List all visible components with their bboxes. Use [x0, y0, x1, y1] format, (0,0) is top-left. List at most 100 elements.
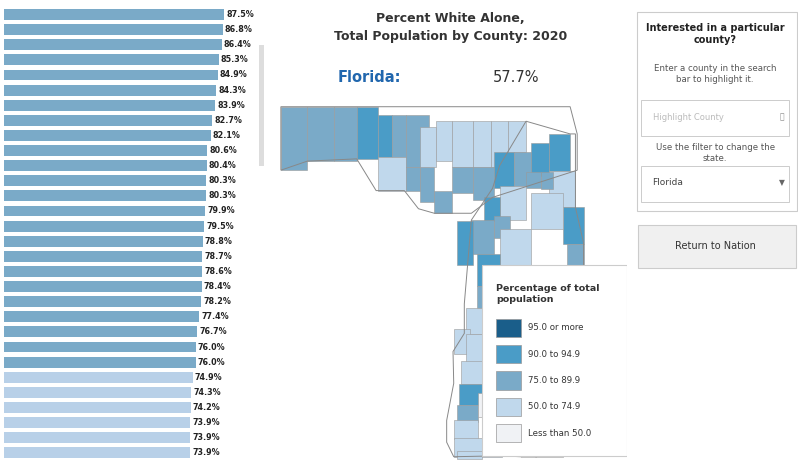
- Text: 74.9%: 74.9%: [194, 373, 222, 382]
- Text: 78.2%: 78.2%: [203, 297, 231, 306]
- FancyBboxPatch shape: [454, 420, 478, 438]
- FancyBboxPatch shape: [420, 127, 436, 166]
- Text: 73.9%: 73.9%: [192, 433, 220, 442]
- Text: 84.9%: 84.9%: [220, 71, 248, 80]
- Bar: [4, 387, 191, 398]
- FancyBboxPatch shape: [490, 270, 510, 306]
- FancyBboxPatch shape: [518, 346, 549, 377]
- FancyBboxPatch shape: [531, 375, 556, 395]
- FancyBboxPatch shape: [478, 393, 498, 417]
- Text: 80.3%: 80.3%: [208, 176, 236, 185]
- FancyBboxPatch shape: [535, 441, 563, 457]
- Bar: [4, 402, 191, 413]
- Text: 78.8%: 78.8%: [205, 237, 233, 246]
- FancyBboxPatch shape: [486, 306, 518, 355]
- FancyBboxPatch shape: [454, 329, 470, 354]
- Text: 75.0 to 89.9: 75.0 to 89.9: [528, 376, 580, 385]
- Text: Percent White Alone,
Total Population by County: 2020: Percent White Alone, Total Population by…: [334, 12, 567, 42]
- FancyBboxPatch shape: [638, 225, 796, 268]
- Bar: [4, 100, 215, 111]
- Text: 🔍: 🔍: [779, 113, 784, 122]
- FancyBboxPatch shape: [458, 221, 473, 266]
- FancyBboxPatch shape: [466, 334, 496, 361]
- FancyBboxPatch shape: [477, 254, 499, 286]
- Bar: [4, 432, 190, 443]
- Bar: [496, 424, 521, 442]
- FancyBboxPatch shape: [490, 121, 509, 166]
- Bar: [4, 115, 212, 126]
- Text: 87.5%: 87.5%: [226, 10, 254, 19]
- Text: 79.9%: 79.9%: [207, 206, 235, 215]
- Text: 57.7%: 57.7%: [493, 70, 539, 85]
- Bar: [4, 251, 202, 262]
- FancyBboxPatch shape: [553, 270, 583, 299]
- Text: 90.0 to 94.9: 90.0 to 94.9: [528, 350, 580, 359]
- Text: Percentage of total
population: Percentage of total population: [496, 284, 599, 304]
- FancyBboxPatch shape: [378, 115, 392, 158]
- FancyBboxPatch shape: [566, 244, 583, 270]
- Text: 80.3%: 80.3%: [208, 192, 236, 200]
- Text: Florida counties: Florida counties: [0, 0, 94, 1]
- FancyBboxPatch shape: [357, 107, 378, 159]
- Text: 78.6%: 78.6%: [204, 267, 232, 276]
- Text: 95.0 or more: 95.0 or more: [528, 324, 583, 332]
- FancyBboxPatch shape: [406, 115, 429, 166]
- FancyBboxPatch shape: [420, 166, 434, 202]
- Text: 86.8%: 86.8%: [225, 25, 253, 34]
- Text: 79.5%: 79.5%: [206, 222, 234, 231]
- Bar: [4, 221, 204, 232]
- Bar: [4, 130, 211, 141]
- Bar: [496, 372, 521, 390]
- Bar: [4, 266, 202, 277]
- Bar: [496, 319, 521, 337]
- Text: Interested in a particular
county?: Interested in a particular county?: [646, 23, 785, 45]
- FancyBboxPatch shape: [556, 379, 574, 400]
- FancyBboxPatch shape: [556, 356, 575, 379]
- FancyBboxPatch shape: [521, 311, 549, 348]
- FancyBboxPatch shape: [406, 166, 420, 191]
- Bar: [4, 54, 219, 65]
- Bar: [4, 342, 195, 352]
- FancyBboxPatch shape: [526, 172, 541, 188]
- FancyBboxPatch shape: [436, 121, 452, 161]
- Bar: [4, 175, 206, 186]
- Text: 76.0%: 76.0%: [198, 343, 225, 352]
- Text: 73.9%: 73.9%: [192, 418, 220, 427]
- Text: 84.3%: 84.3%: [218, 86, 246, 94]
- FancyBboxPatch shape: [452, 121, 473, 166]
- Text: 78.7%: 78.7%: [204, 252, 232, 261]
- FancyBboxPatch shape: [549, 419, 574, 442]
- Bar: [4, 296, 201, 307]
- Bar: [4, 447, 190, 458]
- Text: 74.2%: 74.2%: [193, 403, 221, 412]
- Bar: [4, 206, 206, 216]
- FancyBboxPatch shape: [549, 171, 575, 207]
- FancyBboxPatch shape: [531, 143, 549, 176]
- Text: 83.9%: 83.9%: [218, 101, 245, 110]
- Bar: [4, 145, 207, 156]
- Bar: [4, 160, 206, 171]
- Bar: [4, 357, 195, 367]
- Bar: [4, 85, 217, 95]
- FancyBboxPatch shape: [334, 107, 357, 161]
- FancyBboxPatch shape: [641, 100, 790, 136]
- Text: 74.3%: 74.3%: [194, 388, 221, 397]
- Bar: [4, 70, 218, 80]
- Text: 80.6%: 80.6%: [209, 146, 237, 155]
- FancyBboxPatch shape: [494, 216, 510, 238]
- FancyBboxPatch shape: [641, 166, 790, 202]
- FancyBboxPatch shape: [510, 365, 531, 393]
- FancyBboxPatch shape: [494, 152, 514, 188]
- FancyBboxPatch shape: [510, 270, 535, 315]
- Text: Less than 50.0: Less than 50.0: [528, 429, 591, 438]
- Bar: [4, 417, 190, 428]
- FancyBboxPatch shape: [549, 134, 570, 171]
- FancyBboxPatch shape: [521, 435, 535, 457]
- Text: 76.0%: 76.0%: [198, 358, 225, 366]
- FancyBboxPatch shape: [554, 400, 572, 419]
- Text: 77.4%: 77.4%: [201, 312, 229, 321]
- Text: 78.4%: 78.4%: [203, 282, 231, 291]
- Bar: [496, 398, 521, 416]
- FancyBboxPatch shape: [378, 158, 406, 191]
- Text: 50.0 to 74.9: 50.0 to 74.9: [528, 402, 580, 412]
